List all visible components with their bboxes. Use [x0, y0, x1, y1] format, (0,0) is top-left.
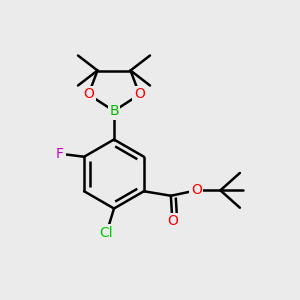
Text: B: B — [109, 104, 119, 118]
Text: O: O — [134, 88, 145, 101]
Text: Cl: Cl — [100, 226, 113, 240]
Text: O: O — [167, 214, 178, 228]
Text: O: O — [83, 88, 94, 101]
Text: O: O — [191, 183, 202, 197]
Text: F: F — [56, 147, 64, 161]
